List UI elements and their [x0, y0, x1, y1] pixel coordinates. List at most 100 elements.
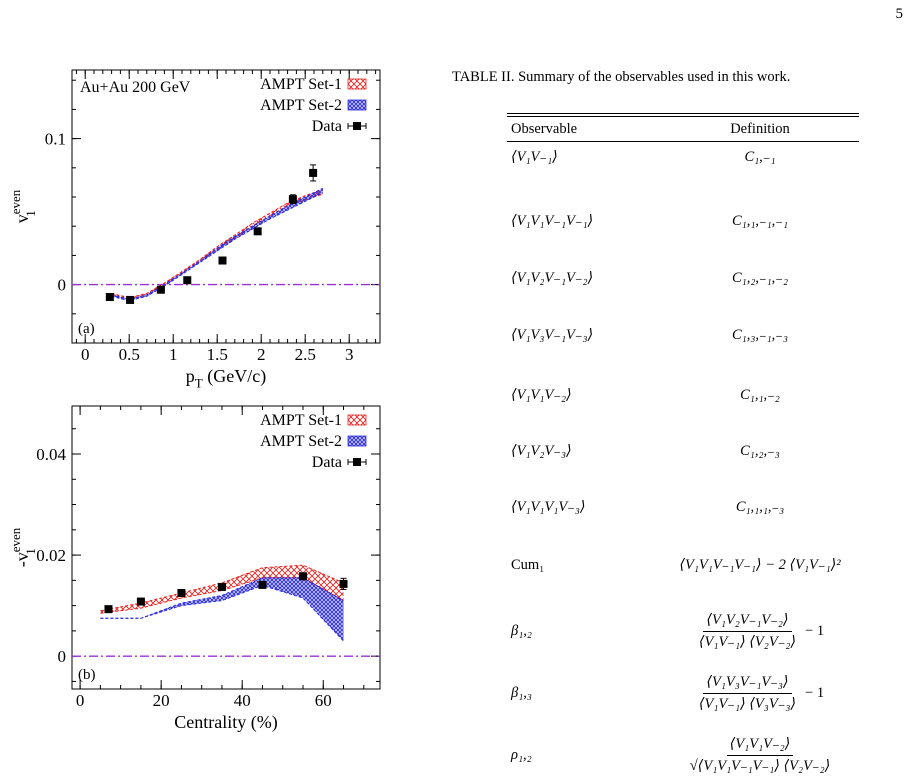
table-row: β₁,₃ ⟨V₁V₃V₋₁V₋₃⟩ ⟨V₁V₋₁⟩ ⟨V₃V₋₃⟩ − 1 [507, 665, 859, 721]
x-tick-label: 20 [153, 691, 170, 710]
data-point [253, 227, 262, 236]
definition-cell: C₁,₁,₁,₋₃ [735, 498, 785, 515]
table-header-row: Observable Definition [507, 117, 859, 141]
observable-cell: ⟨V₁V₃V₋₁V₋₃⟩ [511, 326, 594, 343]
data-point [217, 582, 226, 591]
legend-swatch [347, 99, 367, 111]
band-edge-lower [100, 584, 344, 642]
legend-label: Data [312, 454, 342, 471]
legend-label: AMPT Set-2 [260, 433, 342, 450]
table-row: ⟨V₁V₂V₋₃⟩ C₁,₂,₋₃ [507, 436, 859, 466]
x-tick-label: 0.5 [119, 345, 140, 364]
legend-label: AMPT Set-1 [260, 76, 342, 93]
fraction: ⟨V₁V₂V₋₁V₋₂⟩ ⟨V₁V₋₁⟩ ⟨V₂V₋₂⟩ [696, 612, 799, 651]
observable-cell: ⟨V₁V₁V₋₂⟩ [511, 386, 572, 403]
data-point [177, 588, 186, 597]
fraction: ⟨V₁V₃V₋₁V₋₃⟩ ⟨V₁V₋₁⟩ ⟨V₃V₋₃⟩ [696, 674, 799, 713]
observable-cell: ⟨V₁V₋₁⟩ [511, 148, 558, 165]
observable-cell: ⟨V₁V₁V₁V₋₃⟩ [511, 498, 586, 515]
y-axis-label: -veven1 [8, 527, 38, 567]
legend-data-marker [353, 122, 361, 130]
data-point [258, 580, 267, 589]
data-point [126, 295, 135, 304]
observable-cell: ρ₁,₂ [511, 746, 532, 763]
table-row: ⟨V₁V₋₁⟩ C₁,₋₁ [507, 142, 859, 172]
legend-label: Data [312, 118, 342, 135]
y-tick-label: 0.04 [36, 445, 66, 464]
definition-cell: ⟨V₁V₁V₋₁V₋₁⟩ − 2 ⟨V₁V₋₁⟩² [679, 556, 841, 573]
definition-cell: C₁,₋₁ [744, 148, 776, 165]
data-point [218, 256, 227, 265]
table-row: ⟨V₁V₂V₋₁V₋₂⟩ C₁,₂,₋₁,₋₂ [507, 263, 859, 293]
data-point [105, 293, 114, 302]
fraction-denominator: ⟨V₁V₋₁⟩ ⟨V₃V₋₃⟩ [698, 695, 797, 712]
definition-cell: C₁,₂,₋₁,₋₂ [731, 269, 789, 286]
observable-cell: ⟨V₁V₂V₋₃⟩ [511, 442, 572, 459]
definition-cell: C₁,₃,₋₁,₋₃ [731, 326, 789, 343]
fraction-numerator: ⟨V₁V₃V₋₁V₋₃⟩ [703, 674, 792, 694]
band-edge-upper [111, 189, 323, 299]
band-set-2 [111, 188, 323, 301]
figure-panels: 0 0.5 1 1.5 2 2.5 3 0 0.1 AMPT Set-1 AMPT Set-2 Dat… [8, 69, 381, 733]
x-axis-label: Centrality (%) [174, 712, 277, 733]
table-row: Cum₁ ⟨V₁V₁V₋₁V₋₁⟩ − 2 ⟨V₁V₋₁⟩² [507, 550, 859, 580]
x-tick-label: 0 [81, 345, 90, 364]
observable-cell: ⟨V₁V₂V₋₁V₋₂⟩ [511, 269, 594, 286]
data-point [309, 168, 318, 177]
table-row: β₁,₂ ⟨V₁V₂V₋₁V₋₂⟩ ⟨V₁V₋₁⟩ ⟨V₂V₋₂⟩ − 1 [507, 603, 859, 659]
panel-a-plot: 0 0.5 1 1.5 2 2.5 3 0 0.1 AMPT Set-1 AMPT Set-2 Dat… [8, 69, 381, 390]
legend-data-marker [353, 458, 361, 466]
fraction-numerator: ⟨V₁V₁V₋₂⟩ [726, 736, 794, 756]
x-tick-label: 1 [169, 345, 178, 364]
band-edge-lower [111, 192, 324, 302]
definition-cell: ⟨V₁V₃V₋₁V₋₃⟩ ⟨V₁V₋₁⟩ ⟨V₃V₋₃⟩ − 1 [661, 674, 859, 713]
legend-label: AMPT Set-1 [260, 412, 342, 429]
definition-suffix: − 1 [805, 684, 825, 701]
x-tick-label: 0 [76, 691, 85, 710]
x-tick-label: 3 [345, 345, 354, 364]
observables-table: Observable Definition ⟨V₁V₋₁⟩ C₁,₋₁ ⟨V₁V₁V… [507, 113, 859, 774]
x-tick-label: 1.5 [207, 345, 228, 364]
definition-cell: C₁,₁,₋₂ [740, 386, 780, 403]
panel-label: (b) [78, 667, 96, 683]
y-tick-label: 0 [58, 647, 67, 666]
table-row: ⟨V₁V₁V₋₂⟩ C₁,₁,₋₂ [507, 380, 859, 410]
table-body: ⟨V₁V₋₁⟩ C₁,₋₁ ⟨V₁V₁V₋₁V₋₁⟩ C₁,₁,₋₁,₋₁ ⟨V₁V₂V… [507, 142, 859, 774]
fraction-numerator: ⟨V₁V₂V₋₁V₋₂⟩ [703, 612, 792, 632]
observable-cell: β₁,₂ [511, 622, 532, 639]
legend-swatch [347, 414, 367, 426]
data-point [299, 572, 307, 581]
header-definition: Definition [730, 120, 790, 137]
y-axis-label: veven1 [8, 189, 38, 223]
fraction-denominator: ⟨V₁V₋₁⟩ ⟨V₂V₋₂⟩ [698, 633, 797, 650]
observable-cell: ⟨V₁V₁V₋₁V₋₁⟩ [511, 212, 594, 229]
legend-label: AMPT Set-2 [260, 97, 342, 114]
definition-cell: C₁,₁,₋₁,₋₁ [731, 212, 789, 229]
x-tick-label: 60 [315, 691, 332, 710]
data-point [104, 605, 113, 614]
table-row: ρ₁,₂ ⟨V₁V₁V₋₂⟩ √⟨V₁V₁V₋₁V₋₁⟩ ⟨V₂V₋₂⟩ [507, 727, 859, 783]
definition-cell: C₁,₂,₋₃ [740, 442, 780, 459]
x-tick-label: 2 [257, 345, 266, 364]
panel-b-plot: 0 20 40 60 0 0.02 0.04 AMPT Set-1 AMPT Set-2 Data… [8, 405, 381, 733]
observable-cell: β₁,₃ [511, 684, 532, 701]
legend-swatch [347, 78, 367, 90]
x-axis-label: pT (GeV/c) [186, 366, 266, 390]
table-row: ⟨V₁V₁V₁V₋₃⟩ C₁,₁,₁,₋₃ [507, 492, 859, 522]
fraction: ⟨V₁V₁V₋₂⟩ √⟨V₁V₁V₋₁V₋₁⟩ ⟨V₂V₋₂⟩ [687, 736, 834, 775]
y-tick-label: 0.02 [36, 546, 66, 565]
legend-swatch [347, 435, 367, 447]
x-tick-label: 40 [234, 691, 251, 710]
table-row: ⟨V₁V₁V₋₁V₋₁⟩ C₁,₁,₋₁,₋₁ [507, 206, 859, 236]
data-point [339, 579, 348, 588]
x-tick-label: 2.5 [295, 345, 316, 364]
table-caption: TABLE II. Summary of the observables use… [452, 69, 791, 85]
data-point [156, 285, 165, 294]
y-tick-label: 0.1 [45, 130, 66, 149]
definition-cell: ⟨V₁V₁V₋₂⟩ √⟨V₁V₁V₋₁V₋₁⟩ ⟨V₂V₋₂⟩ [661, 736, 859, 775]
definition-suffix: − 1 [805, 622, 825, 639]
panel-label: (a) [78, 321, 95, 337]
definition-cell: ⟨V₁V₂V₋₁V₋₂⟩ ⟨V₁V₋₁⟩ ⟨V₂V₋₂⟩ − 1 [661, 612, 859, 651]
header-observable: Observable [511, 120, 578, 137]
data-point [288, 195, 297, 204]
